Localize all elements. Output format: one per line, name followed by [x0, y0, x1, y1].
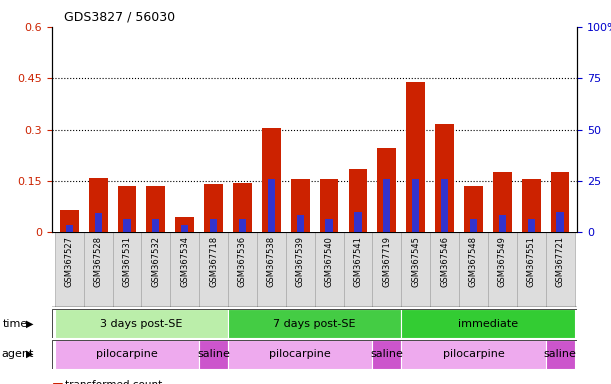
- Bar: [315, 232, 343, 307]
- Bar: [412, 179, 419, 232]
- Bar: [65, 225, 73, 232]
- Text: saline: saline: [197, 349, 230, 359]
- Text: saline: saline: [544, 349, 577, 359]
- Text: GSM367721: GSM367721: [555, 236, 565, 287]
- Bar: [435, 124, 454, 232]
- Bar: [257, 232, 286, 307]
- Bar: [262, 128, 280, 232]
- Bar: [239, 218, 246, 232]
- Bar: [343, 232, 373, 307]
- Bar: [199, 340, 228, 369]
- Bar: [493, 172, 512, 232]
- Bar: [326, 218, 333, 232]
- Bar: [55, 309, 228, 338]
- Bar: [464, 186, 483, 232]
- Text: GSM367546: GSM367546: [440, 236, 449, 287]
- Bar: [112, 232, 141, 307]
- Text: GSM367551: GSM367551: [527, 236, 536, 287]
- Text: pilocarpine: pilocarpine: [269, 349, 331, 359]
- Text: ■: ■: [52, 380, 64, 384]
- Bar: [459, 232, 488, 307]
- Text: 3 days post-SE: 3 days post-SE: [100, 318, 183, 329]
- Bar: [89, 177, 108, 232]
- Text: GSM367718: GSM367718: [209, 236, 218, 287]
- Text: ▶: ▶: [26, 349, 33, 359]
- Bar: [373, 340, 401, 369]
- Bar: [55, 340, 199, 369]
- Bar: [147, 186, 165, 232]
- Text: GSM367532: GSM367532: [152, 236, 160, 287]
- Bar: [546, 232, 574, 307]
- Bar: [406, 82, 425, 232]
- Text: GSM367527: GSM367527: [65, 236, 74, 287]
- Text: agent: agent: [2, 349, 34, 359]
- Text: GSM367534: GSM367534: [180, 236, 189, 287]
- Bar: [557, 212, 564, 232]
- Bar: [60, 210, 79, 232]
- Text: GSM367538: GSM367538: [267, 236, 276, 287]
- Text: pilocarpine: pilocarpine: [442, 349, 504, 359]
- Text: GSM367541: GSM367541: [354, 236, 362, 287]
- Text: transformed count: transformed count: [65, 380, 163, 384]
- Bar: [383, 179, 390, 232]
- Bar: [141, 232, 170, 307]
- Bar: [152, 218, 159, 232]
- Bar: [527, 218, 535, 232]
- Bar: [268, 179, 275, 232]
- Bar: [118, 186, 136, 232]
- Bar: [84, 232, 112, 307]
- Bar: [430, 232, 459, 307]
- Bar: [499, 215, 506, 232]
- Text: GSM367528: GSM367528: [93, 236, 103, 287]
- Text: GSM367549: GSM367549: [498, 236, 507, 287]
- Bar: [551, 172, 569, 232]
- Bar: [228, 340, 373, 369]
- Bar: [175, 217, 194, 232]
- Text: GSM367536: GSM367536: [238, 236, 247, 287]
- Bar: [522, 179, 541, 232]
- Text: GDS3827 / 56030: GDS3827 / 56030: [64, 10, 175, 23]
- Text: saline: saline: [370, 349, 403, 359]
- Text: GSM367548: GSM367548: [469, 236, 478, 287]
- Bar: [488, 232, 517, 307]
- Bar: [123, 218, 131, 232]
- Bar: [441, 179, 448, 232]
- Text: 7 days post-SE: 7 days post-SE: [273, 318, 356, 329]
- Text: GSM367545: GSM367545: [411, 236, 420, 287]
- Bar: [401, 232, 430, 307]
- Text: ▶: ▶: [26, 318, 33, 329]
- Bar: [204, 184, 223, 232]
- Bar: [286, 232, 315, 307]
- Bar: [210, 218, 218, 232]
- Bar: [320, 179, 338, 232]
- Bar: [470, 218, 477, 232]
- Bar: [378, 149, 396, 232]
- Bar: [354, 212, 362, 232]
- Bar: [373, 232, 401, 307]
- Bar: [228, 232, 257, 307]
- Bar: [233, 183, 252, 232]
- Text: pilocarpine: pilocarpine: [96, 349, 158, 359]
- Bar: [401, 309, 574, 338]
- Bar: [95, 214, 102, 232]
- Bar: [170, 232, 199, 307]
- Bar: [199, 232, 228, 307]
- Bar: [546, 340, 574, 369]
- Text: immediate: immediate: [458, 318, 518, 329]
- Bar: [296, 215, 304, 232]
- Bar: [291, 179, 310, 232]
- Text: GSM367531: GSM367531: [122, 236, 131, 287]
- Text: GSM367539: GSM367539: [296, 236, 305, 287]
- Bar: [55, 232, 84, 307]
- Bar: [228, 309, 401, 338]
- Bar: [517, 232, 546, 307]
- Bar: [181, 225, 188, 232]
- Bar: [401, 340, 546, 369]
- Text: time: time: [3, 318, 28, 329]
- Text: GSM367719: GSM367719: [382, 236, 391, 287]
- Bar: [349, 169, 367, 232]
- Text: GSM367540: GSM367540: [324, 236, 334, 287]
